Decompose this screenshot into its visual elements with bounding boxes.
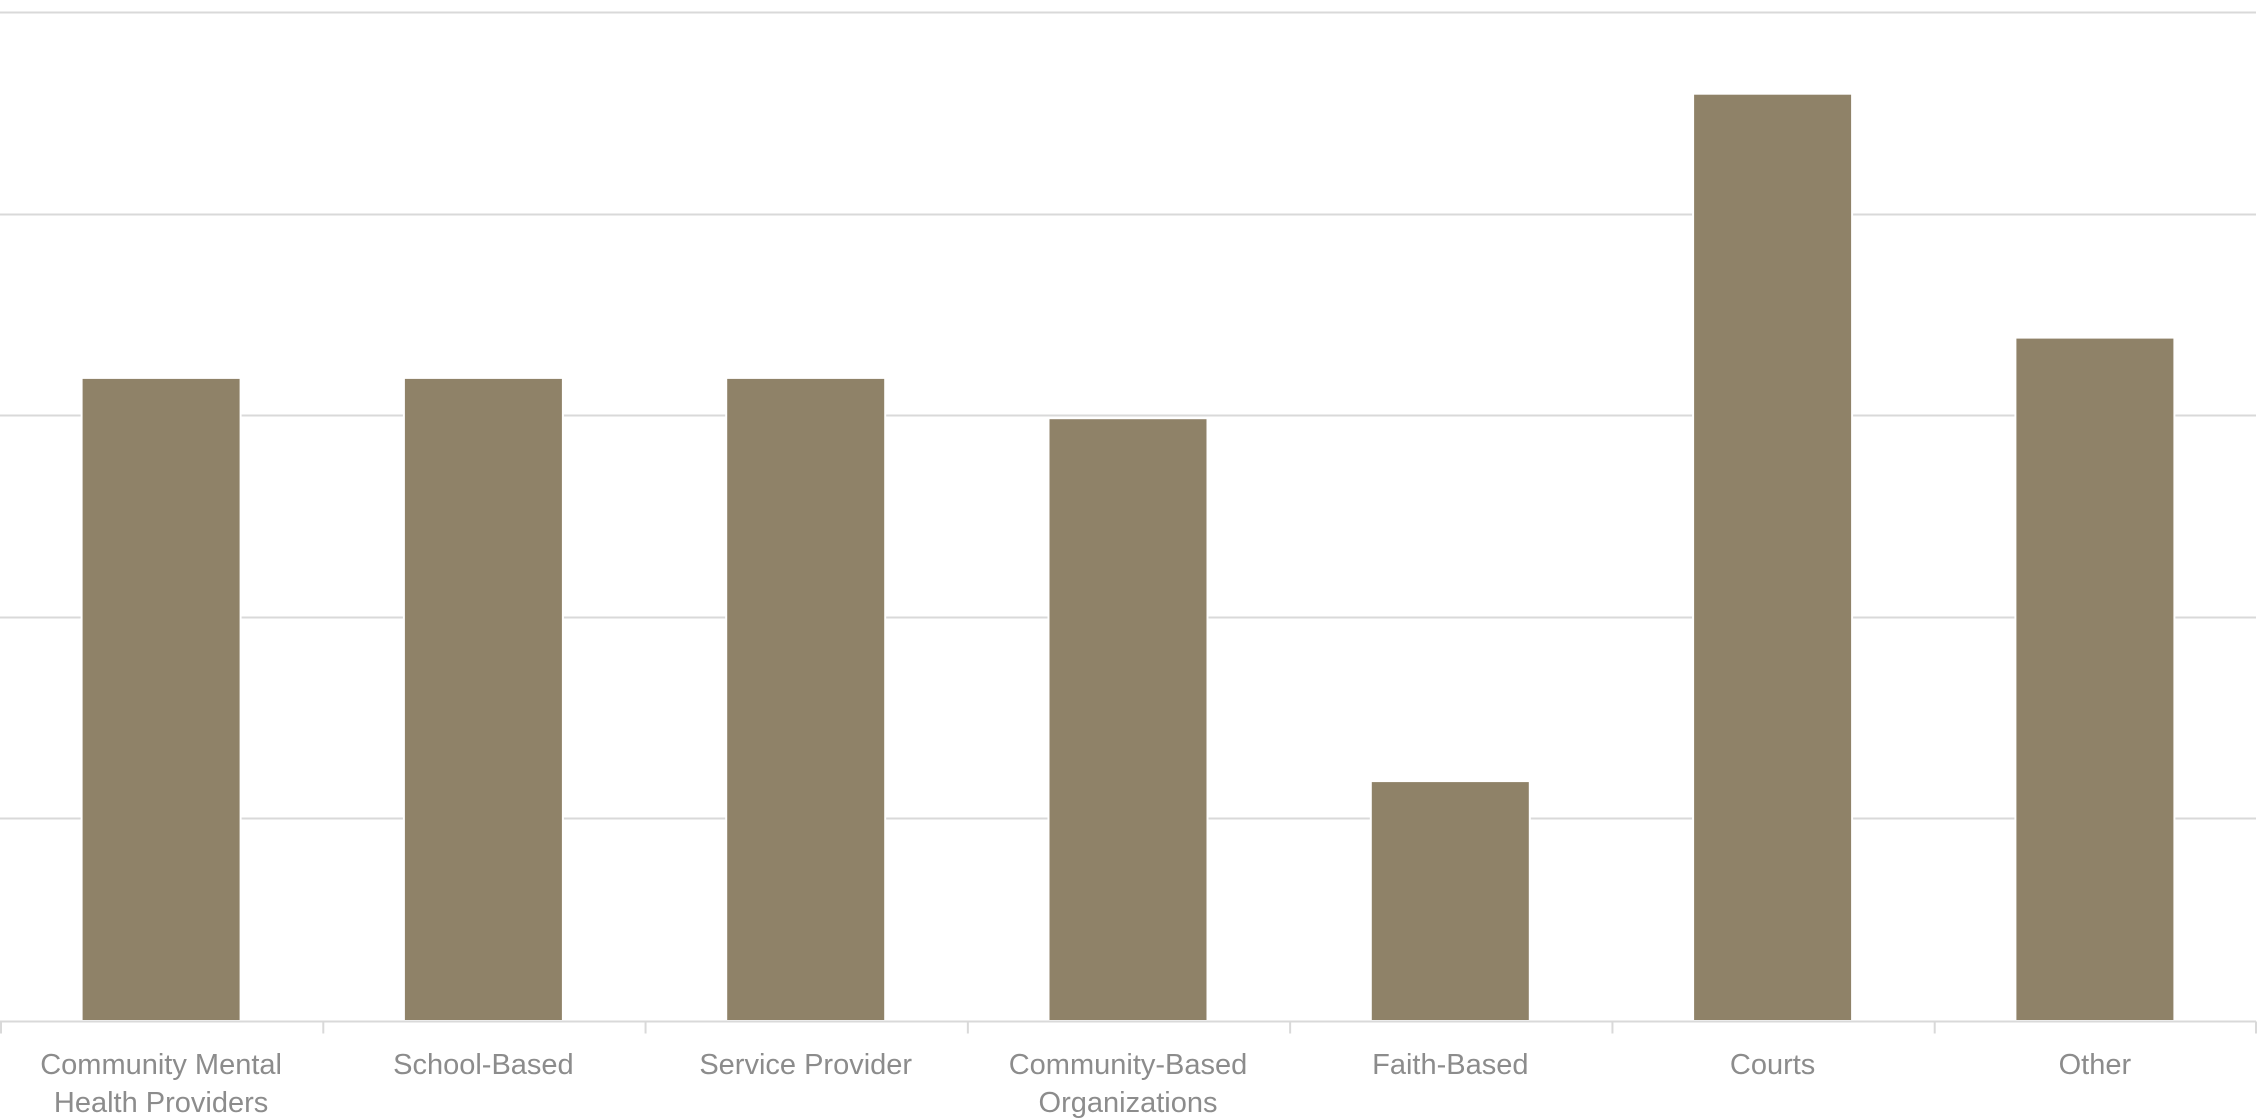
bar-3: [725, 376, 887, 1022]
x-tick-label-4: Community-Based Organizations: [1009, 1049, 1248, 1119]
x-tick-label-line: Community-Based: [1009, 1049, 1248, 1081]
x-tick-label-1: Community Mental Health Providers: [40, 1049, 282, 1119]
x-tick-label-3: Service Provider: [699, 1049, 912, 1081]
bar-6: [1692, 92, 1854, 1022]
x-tick-label-line: Organizations: [1039, 1087, 1218, 1119]
x-tick-label-6: Courts: [1730, 1049, 1815, 1081]
bar-7: [2014, 336, 2176, 1023]
x-tick-label-line: Health Providers: [54, 1087, 268, 1119]
bar-4: [1047, 417, 1209, 1022]
gridlines: [0, 11, 2256, 820]
bar-5: [1369, 780, 1531, 1022]
x-tick-label-line: Community Mental: [40, 1049, 282, 1081]
x-tick-label-7: Other: [2059, 1049, 2132, 1081]
x-tick-label-line: Service Provider: [699, 1049, 912, 1081]
bar-1: [80, 376, 242, 1022]
x-axis-tick-labels: Community Mental Health Providers School-B…: [40, 1049, 2131, 1119]
bars: [80, 92, 2176, 1023]
x-tick-label-line: Courts: [1730, 1049, 1815, 1081]
x-tick-label-2: School-Based: [393, 1049, 574, 1081]
x-tick-label-line: School-Based: [393, 1049, 574, 1081]
x-tick-label-line: Faith-Based: [1372, 1049, 1528, 1081]
x-tick-label-5: Faith-Based: [1372, 1049, 1528, 1081]
bar-2: [402, 376, 564, 1022]
x-tick-label-line: Other: [2059, 1049, 2132, 1081]
x-axis: [0, 1020, 2257, 1034]
